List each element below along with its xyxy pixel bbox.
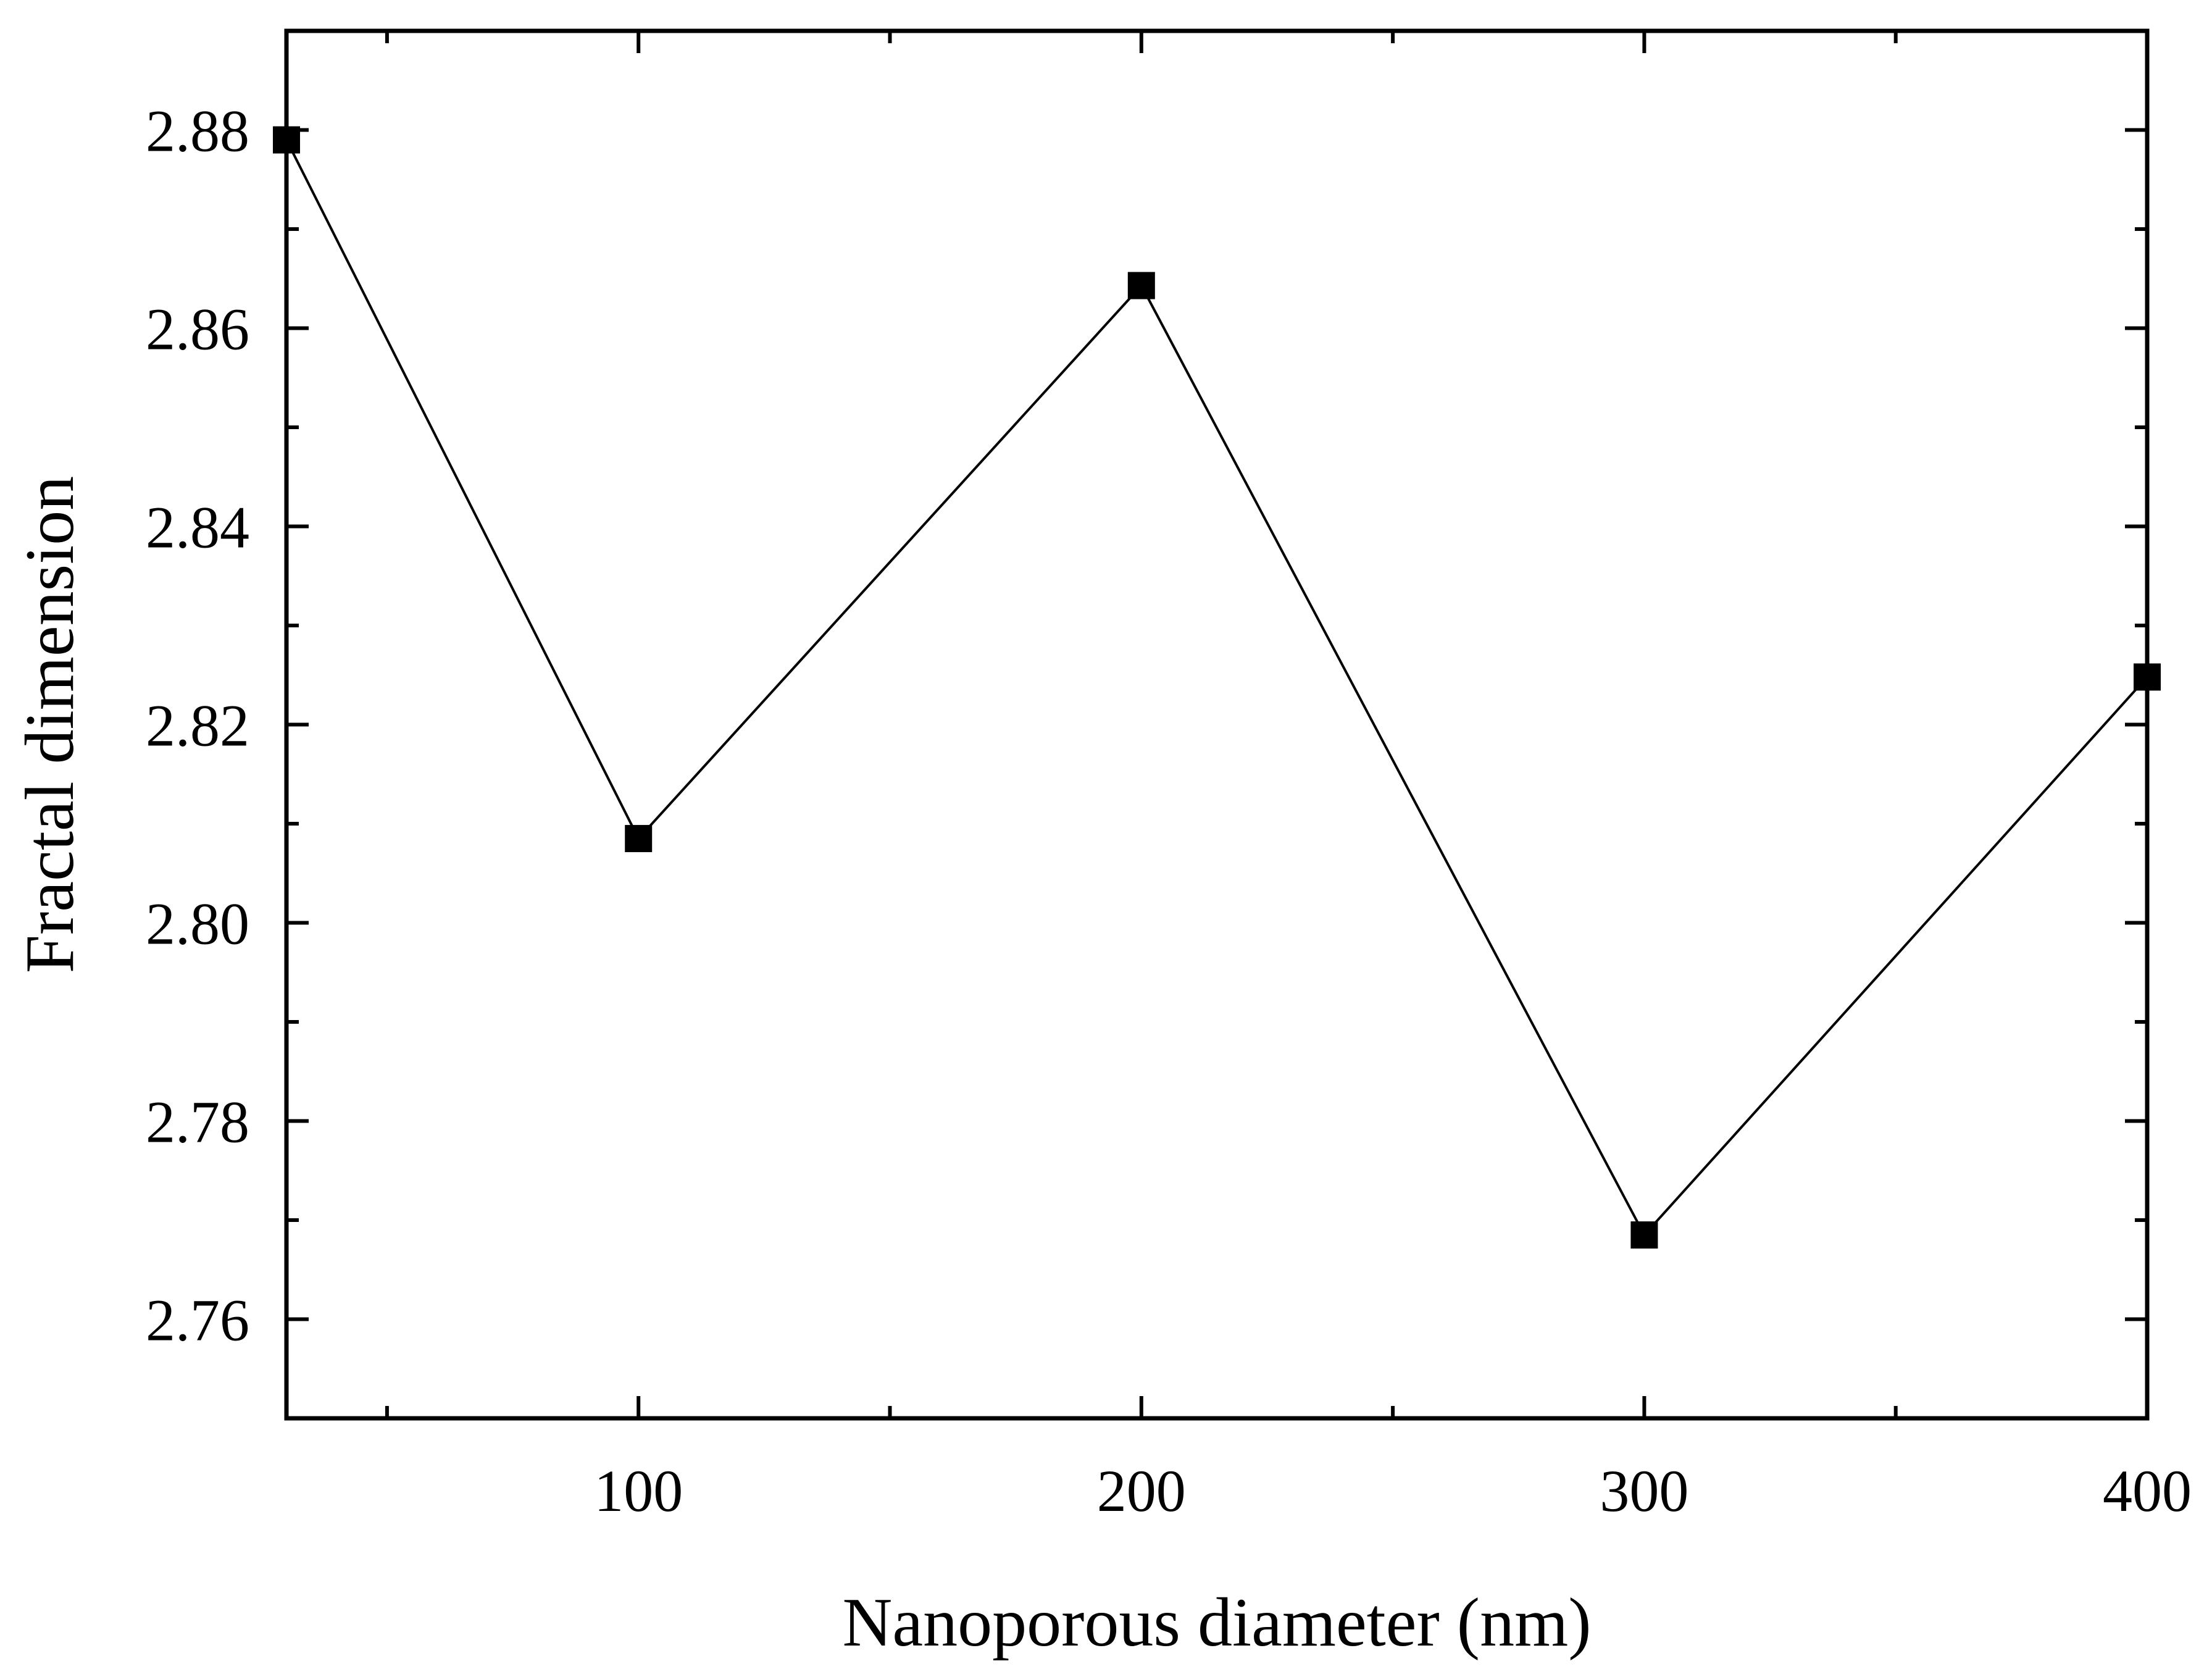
labels-layer: 100 200 300 400 2.76 2.78 2.80 2.82 2.84 2.86 2.88 [146,98,2192,1525]
plot-frame [284,28,2150,1421]
y-tick-label: 2.86 [146,296,249,362]
data-point-marker [625,825,653,853]
x-tick-label: 300 [1600,1458,1688,1524]
y-tick-label: 2.82 [146,693,249,759]
ticks-layer [286,29,2149,1418]
series-line [285,139,2148,1237]
x-axis-title: Nanoporous diameter (nm) [843,1584,1592,1661]
y-tick-label: 2.84 [146,495,249,561]
y-tick-label: 2.88 [146,98,249,164]
y-tick-label: 2.80 [146,891,249,957]
x-tick-label: 400 [2103,1458,2192,1524]
y-tick-label: 2.76 [146,1287,249,1353]
y-tick-label: 2.78 [146,1089,249,1155]
data-point-marker [1630,1221,1658,1249]
x-tick-label: 100 [594,1458,683,1524]
x-tick-label: 200 [1097,1458,1186,1524]
series-layer [273,126,2161,1249]
data-point-marker [1127,272,1155,299]
y-axis-title: Fractal dimension [12,476,88,974]
